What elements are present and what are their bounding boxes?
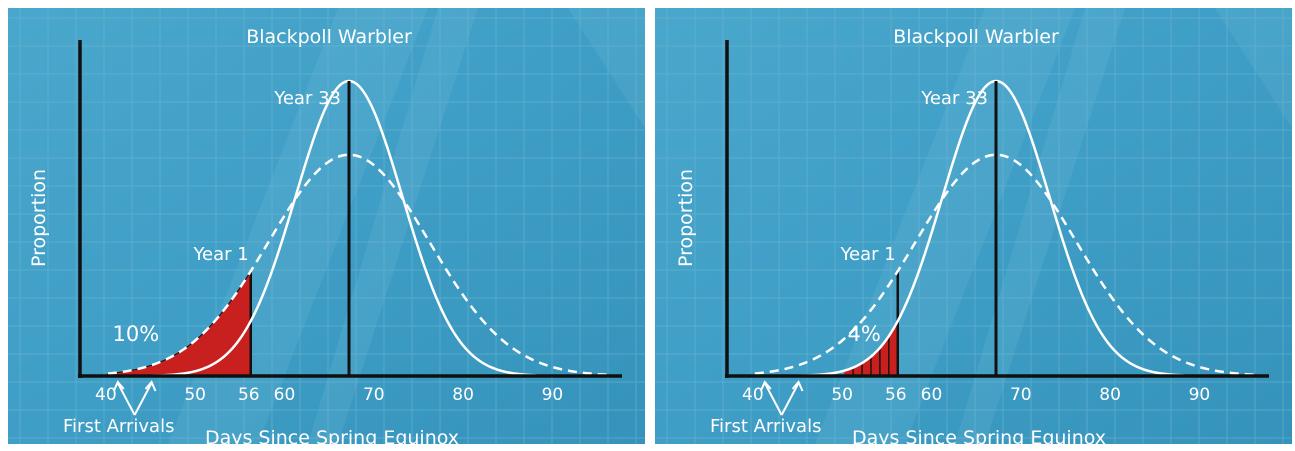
x-tick-labels: 40 50 56 60 70 80 90: [742, 385, 1210, 405]
x-tick-label: 80: [1099, 385, 1121, 405]
x-tick-label: 56: [238, 385, 260, 405]
x-tick-label: 40: [95, 385, 117, 405]
series-year-1-curve: [754, 153, 1256, 377]
grid: [655, 8, 1292, 444]
series-year-33-curve: [799, 79, 1184, 377]
x-tick-label: 70: [1010, 385, 1032, 405]
x-axis-label: Days Since Spring Equinox: [852, 427, 1106, 444]
x-tick-label: 80: [452, 385, 474, 405]
first-arrivals-label: First Arrivals: [710, 416, 821, 437]
x-tick-label: 60: [274, 385, 296, 405]
warbler-chart-left: 40 50 56 60 70 80 90 Blackpoll Warbler Days Sinc…: [8, 8, 645, 444]
x-tick-label: 70: [363, 385, 385, 405]
x-tick-label: 56: [885, 385, 907, 405]
x-tick-label: 90: [542, 385, 564, 405]
chart-title: Blackpoll Warbler: [893, 26, 1059, 48]
series-year-1-label: Year 1: [839, 244, 895, 265]
series-year-1-label: Year 1: [192, 244, 248, 265]
series-year-33-label: Year 33: [273, 88, 341, 109]
shaded-percent-label: 4%: [848, 322, 881, 346]
chart-title: Blackpoll Warbler: [246, 26, 412, 48]
chart-background: [8, 8, 645, 444]
x-tick-label: 50: [184, 385, 206, 405]
series-year-1-curve: [107, 153, 609, 377]
warbler-chart-right: 40 50 56 60 70 80 90 Blackpoll Warbler Days Sinc…: [655, 8, 1292, 444]
x-tick-label: 90: [1189, 385, 1211, 405]
first-arrivals-label: First Arrivals: [63, 416, 174, 437]
x-tick-label: 40: [742, 385, 764, 405]
x-axis-label: Days Since Spring Equinox: [205, 427, 459, 444]
chart-panel-right: 40 50 56 60 70 80 90 Blackpoll Warbler Days Sinc…: [655, 8, 1292, 444]
x-tick-label: 50: [831, 385, 853, 405]
shaded-percent-label: 10%: [113, 322, 160, 346]
y-axis-label: Proportion: [675, 169, 697, 267]
series-year-33-curve: [152, 79, 537, 377]
chart-background: [655, 8, 1292, 444]
chart-panel-left: 40 50 56 60 70 80 90 Blackpoll Warbler Days Sinc…: [8, 8, 645, 444]
first-arrivals-arrows: [112, 380, 157, 416]
first-arrivals-arrows: [759, 380, 804, 416]
x-tick-labels: 40 50 56 60 70 80 90: [95, 385, 563, 405]
x-tick-label: 60: [921, 385, 943, 405]
series-year-33-label: Year 33: [920, 88, 988, 109]
y-axis-label: Proportion: [28, 169, 50, 267]
